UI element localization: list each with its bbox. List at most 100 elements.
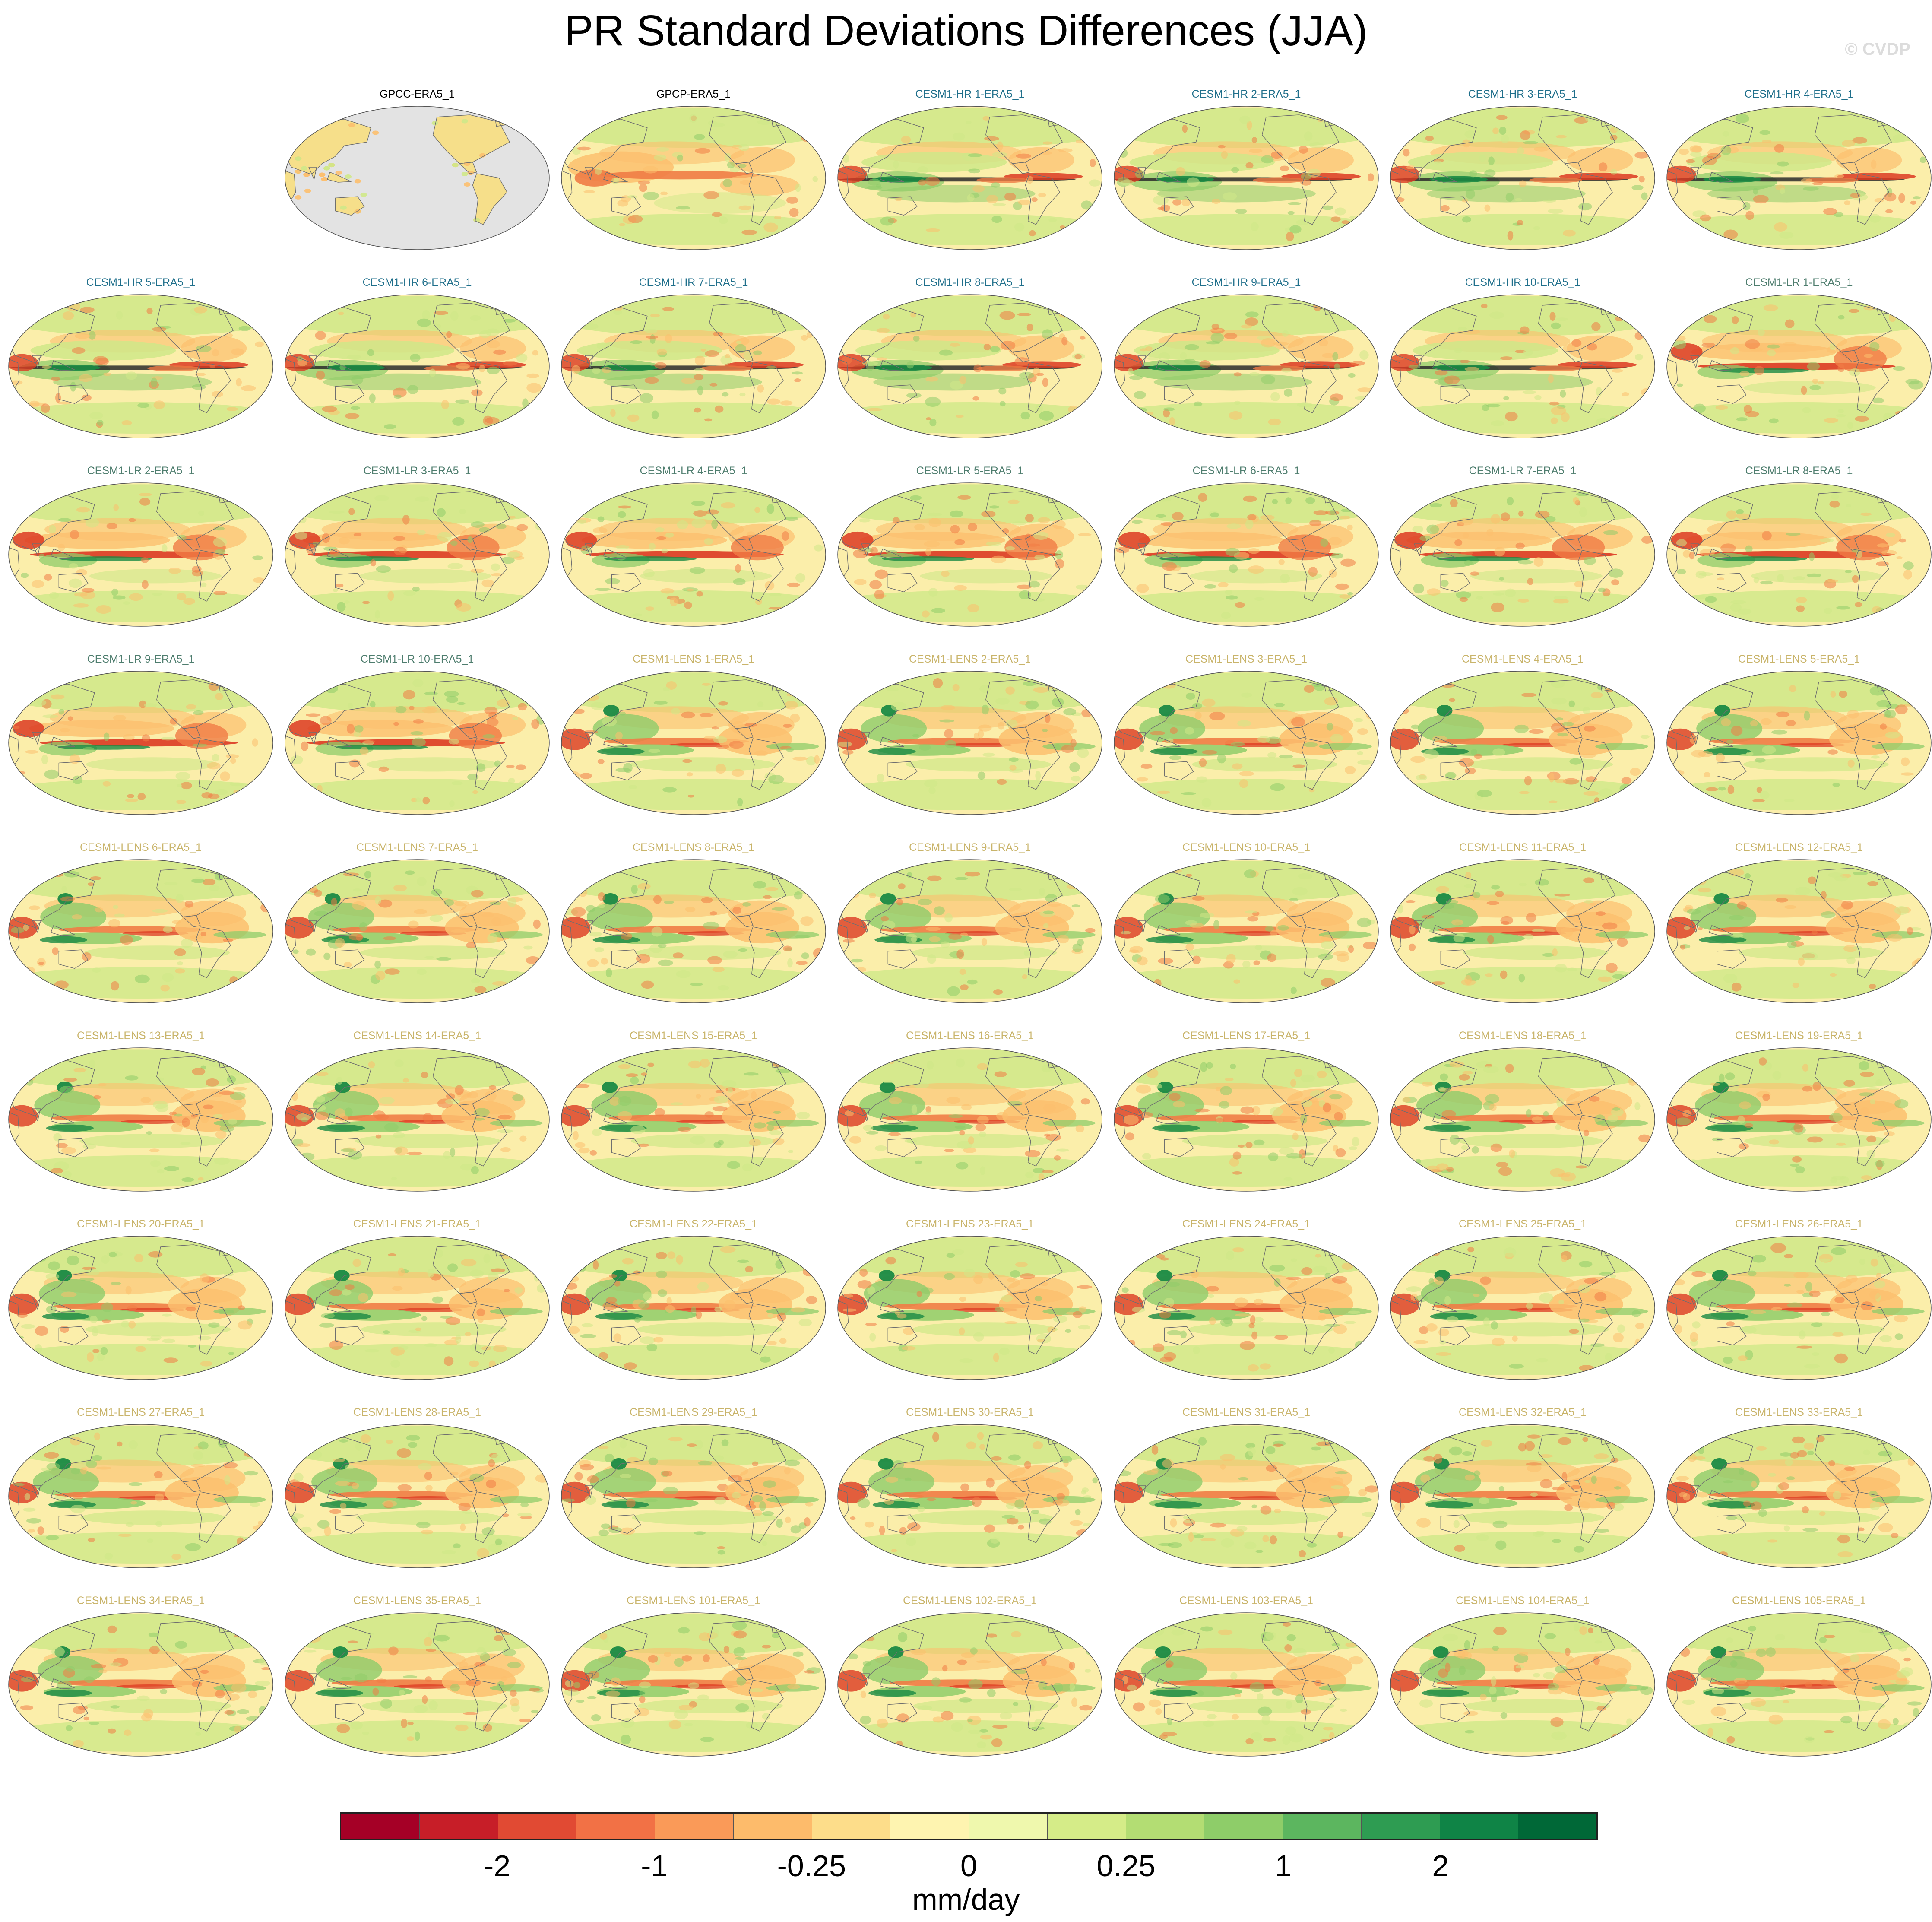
panel-title: CESM1-HR 2-ERA5_1 <box>1191 88 1301 100</box>
world-map <box>1666 294 1932 438</box>
panel-title: GPCP-ERA5_1 <box>656 88 731 100</box>
panel-title: CESM1-LENS 14-ERA5_1 <box>353 1030 481 1042</box>
panel-title: CESM1-LENS 19-ERA5_1 <box>1735 1030 1863 1042</box>
panel-title: CESM1-LENS 9-ERA5_1 <box>909 841 1031 853</box>
map-panel: CESM1-HR 5-ERA5_1 <box>7 275 275 456</box>
world-map <box>8 671 273 815</box>
panel-title: CESM1-LENS 4-ERA5_1 <box>1461 653 1584 665</box>
map-panel: CESM1-LR 6-ERA5_1 <box>1112 463 1380 644</box>
panel-title: CESM1-HR 3-ERA5_1 <box>1468 88 1577 100</box>
panel-title: CESM1-LENS 32-ERA5_1 <box>1459 1406 1587 1418</box>
world-map <box>1666 1236 1932 1380</box>
world-map <box>561 1236 826 1380</box>
map-panel: CESM1-LENS 11-ERA5_1 <box>1389 840 1656 1021</box>
panel-title: CESM1-LR 9-ERA5_1 <box>87 653 195 665</box>
map-panel: CESM1-LENS 4-ERA5_1 <box>1389 651 1656 833</box>
panel-title: CESM1-LR 1-ERA5_1 <box>1745 276 1853 289</box>
world-map <box>1390 1236 1655 1380</box>
map-panel: CESM1-HR 4-ERA5_1 <box>1665 86 1932 268</box>
map-panel: GPCC-ERA5_1 <box>283 86 551 268</box>
world-map <box>1114 482 1379 627</box>
world-map <box>1390 1047 1655 1192</box>
panel-title: CESM1-LENS 22-ERA5_1 <box>630 1218 757 1230</box>
panel-title: CESM1-LENS 20-ERA5_1 <box>77 1218 205 1230</box>
panel-title: CESM1-LENS 23-ERA5_1 <box>906 1218 1034 1230</box>
world-map <box>8 859 273 1003</box>
panel-title: CESM1-LENS 105-ERA5_1 <box>1732 1595 1866 1607</box>
map-panel: CESM1-LR 3-ERA5_1 <box>283 463 551 644</box>
world-map <box>285 859 550 1003</box>
colorbar-tick-label: 2 <box>1432 1849 1449 1883</box>
panel-title: CESM1-LENS 33-ERA5_1 <box>1735 1406 1863 1418</box>
world-map <box>1390 1424 1655 1568</box>
colorbar-units: mm/day <box>912 1883 1020 1916</box>
colorbar-box <box>890 1814 969 1839</box>
world-map <box>837 1612 1102 1757</box>
panel-title: CESM1-HR 9-ERA5_1 <box>1191 276 1301 289</box>
colorbar-box <box>419 1814 498 1839</box>
map-panel: CESM1-LR 5-ERA5_1 <box>836 463 1104 644</box>
world-map <box>561 294 826 438</box>
map-panel: CESM1-LENS 16-ERA5_1 <box>836 1028 1104 1209</box>
panel-title: CESM1-LENS 24-ERA5_1 <box>1182 1218 1310 1230</box>
map-panel: CESM1-LENS 10-ERA5_1 <box>1112 840 1380 1021</box>
map-panel: CESM1-LR 1-ERA5_1 <box>1665 275 1932 456</box>
colorbar <box>340 1812 1598 1840</box>
map-panel: CESM1-LENS 24-ERA5_1 <box>1112 1216 1380 1398</box>
map-panel: CESM1-LR 10-ERA5_1 <box>283 651 551 833</box>
map-panel: CESM1-LENS 13-ERA5_1 <box>7 1028 275 1209</box>
map-panel: CESM1-LENS 23-ERA5_1 <box>836 1216 1104 1398</box>
world-map <box>1666 1424 1932 1568</box>
panel-title: CESM1-LENS 10-ERA5_1 <box>1182 841 1310 853</box>
world-map <box>837 106 1102 250</box>
map-panel: CESM1-LENS 20-ERA5_1 <box>7 1216 275 1398</box>
panel-title: CESM1-LR 8-ERA5_1 <box>1745 465 1853 477</box>
map-panel: CESM1-LENS 9-ERA5_1 <box>836 840 1104 1021</box>
world-map <box>837 1047 1102 1192</box>
panel-title: CESM1-HR 6-ERA5_1 <box>362 276 472 289</box>
colorbar-box <box>733 1814 812 1839</box>
panel-title: CESM1-HR 5-ERA5_1 <box>86 276 196 289</box>
panel-title: CESM1-HR 8-ERA5_1 <box>915 276 1025 289</box>
panel-title: CESM1-LENS 28-ERA5_1 <box>353 1406 481 1418</box>
map-panel: CESM1-LENS 6-ERA5_1 <box>7 840 275 1021</box>
map-panel: CESM1-HR 1-ERA5_1 <box>836 86 1104 268</box>
map-panel: CESM1-LENS 34-ERA5_1 <box>7 1593 275 1774</box>
map-panel: CESM1-LENS 30-ERA5_1 <box>836 1405 1104 1586</box>
panel-title: CESM1-LENS 35-ERA5_1 <box>353 1595 481 1607</box>
panel-title: CESM1-LENS 21-ERA5_1 <box>353 1218 481 1230</box>
colorbar-tick-label: 0 <box>960 1849 977 1883</box>
map-panel: CESM1-LENS 2-ERA5_1 <box>836 651 1104 833</box>
map-panel: CESM1-LENS 35-ERA5_1 <box>283 1593 551 1774</box>
map-panel: CESM1-LENS 8-ERA5_1 <box>560 840 827 1021</box>
map-panel: CESM1-HR 7-ERA5_1 <box>560 275 827 456</box>
map-panel: CESM1-LENS 1-ERA5_1 <box>560 651 827 833</box>
world-map <box>285 294 550 438</box>
map-panel: CESM1-LENS 15-ERA5_1 <box>560 1028 827 1209</box>
world-map <box>1114 671 1379 815</box>
panel-title: CESM1-LENS 5-ERA5_1 <box>1738 653 1860 665</box>
world-map <box>561 1047 826 1192</box>
map-panel: CESM1-HR 6-ERA5_1 <box>283 275 551 456</box>
map-panel: CESM1-LENS 33-ERA5_1 <box>1665 1405 1932 1586</box>
world-map <box>561 671 826 815</box>
world-map <box>8 1236 273 1380</box>
world-map <box>561 1612 826 1757</box>
world-map <box>8 1047 273 1192</box>
world-map <box>561 1424 826 1568</box>
panel-title: CESM1-LENS 18-ERA5_1 <box>1459 1030 1587 1042</box>
panel-title: CESM1-HR 7-ERA5_1 <box>639 276 748 289</box>
map-panel: GPCP-ERA5_1 <box>560 86 827 268</box>
map-panel: CESM1-HR 3-ERA5_1 <box>1389 86 1656 268</box>
panel-title: CESM1-LENS 15-ERA5_1 <box>630 1030 757 1042</box>
world-map <box>1666 671 1932 815</box>
panel-title: CESM1-LENS 13-ERA5_1 <box>77 1030 205 1042</box>
world-map <box>285 1612 550 1757</box>
map-panel: CESM1-LR 9-ERA5_1 <box>7 651 275 833</box>
world-map <box>561 859 826 1003</box>
world-map <box>1114 1047 1379 1192</box>
world-map <box>8 294 273 438</box>
panel-title: CESM1-LR 10-ERA5_1 <box>360 653 474 665</box>
panel-title: CESM1-LR 4-ERA5_1 <box>640 465 747 477</box>
map-panel: CESM1-LENS 26-ERA5_1 <box>1665 1216 1932 1398</box>
